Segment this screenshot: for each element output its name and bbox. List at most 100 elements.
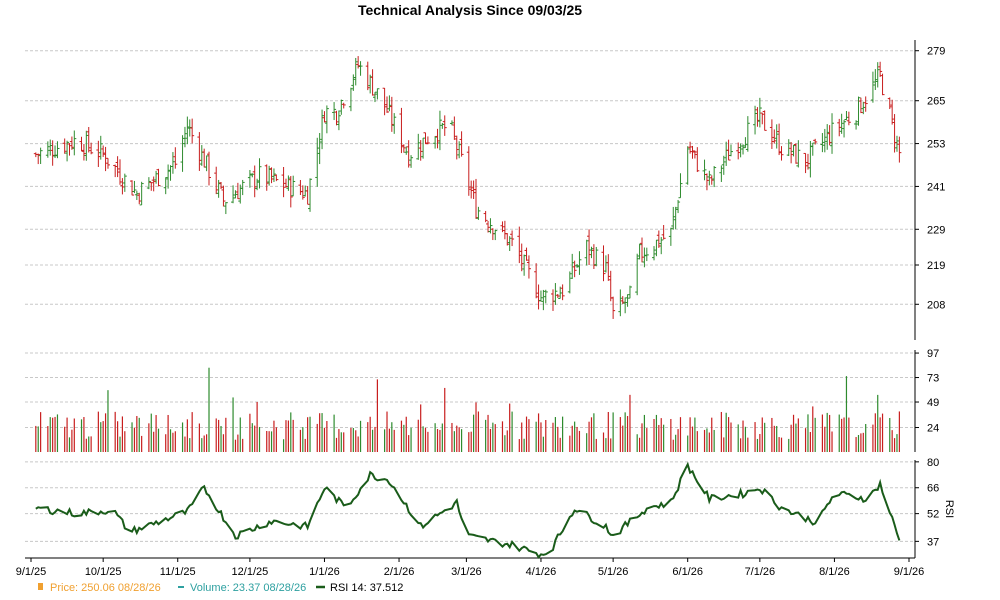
rsi-series-line (35, 461, 901, 559)
ohlc-bar (668, 227, 673, 246)
ohlc-bar (190, 118, 195, 144)
ohlc-bar (755, 107, 760, 127)
y-tick-label: 253 (927, 139, 945, 151)
x-tick-label: 9/1/25 (16, 566, 47, 578)
ohlc-bar (659, 237, 664, 255)
y-tick-label: 229 (927, 224, 945, 236)
ohlc-bar (96, 140, 101, 167)
ohlc-bar (151, 176, 156, 192)
ohlc-bar (601, 245, 606, 282)
ohlc-bar (627, 285, 632, 299)
ohlc-bar (317, 133, 322, 165)
ohlc-bar (606, 254, 611, 281)
x-tick-label: 11/1/25 (160, 566, 196, 578)
ohlc-bar (575, 263, 580, 268)
ohlc-bar (779, 146, 784, 161)
ohlc-bar (252, 165, 257, 198)
ohlc-bar (519, 243, 524, 272)
ohlc-bar (416, 133, 421, 160)
ohlc-bar (728, 144, 733, 157)
ohlc-bar (137, 192, 142, 205)
ohlc-bar (168, 165, 173, 181)
ohlc-bar (69, 136, 74, 150)
ohlc-bar (625, 294, 630, 307)
ohlc-bar (712, 166, 717, 188)
ohlc-bar (231, 185, 236, 204)
ohlc-bar (517, 226, 522, 264)
ohlc-bar (286, 175, 291, 191)
ohlc-bar (786, 139, 791, 156)
ohlc-bar (440, 122, 445, 129)
ohlc-bar (541, 289, 546, 311)
ohlc-bar (214, 166, 219, 195)
ohlc-bar (115, 156, 120, 178)
ohlc-bar (837, 118, 842, 137)
ohlc-bar (170, 152, 175, 174)
ohlc-bar (736, 142, 741, 160)
ohlc-bar (789, 142, 794, 164)
legend-label: Volume: 23.37 08/28/26 (190, 582, 306, 594)
ohlc-bar (810, 142, 815, 156)
ohlc-bar (803, 152, 808, 174)
ohlc-bar (118, 159, 123, 185)
ohlc-bar (406, 140, 411, 168)
ohlc-bar (507, 236, 512, 252)
ohlc-bar (844, 111, 849, 121)
ohlc-bar (288, 175, 293, 208)
legend-label: Price: 250.06 08/28/26 (50, 582, 161, 594)
ohlc-bar (486, 220, 491, 233)
ohlc-bar (652, 246, 657, 261)
ohlc-bar (298, 179, 303, 196)
ohlc-bar (358, 61, 363, 76)
y-tick-label: 80 (927, 457, 939, 469)
x-tick-label: 12/1/25 (232, 566, 269, 578)
ohlc-bar (584, 239, 589, 266)
ohlc-bar (449, 120, 454, 126)
ohlc-bar (567, 271, 572, 294)
ohlc-bar (334, 110, 339, 126)
ohlc-bar (692, 150, 697, 159)
rsi-axis-label: RSI (943, 500, 955, 518)
ohlc-bar (365, 61, 370, 91)
ohlc-bar (671, 206, 676, 230)
ohlc-bar (454, 135, 459, 160)
chart-title: Technical Analysis Since 09/03/25 (358, 2, 582, 18)
ohlc-bar (122, 173, 127, 192)
ohlc-bar (863, 96, 868, 112)
ohlc-bar (139, 181, 144, 206)
ohlc-bar (769, 119, 774, 149)
ohlc-bar (644, 247, 649, 262)
ohlc-bar (55, 141, 60, 159)
ohlc-bar (322, 111, 327, 123)
price-bars (33, 56, 902, 319)
ohlc-bar (753, 105, 758, 135)
ohlc-bar (822, 128, 827, 153)
x-tick-label: 4/1/26 (526, 566, 557, 578)
y-tick-label: 24 (927, 423, 939, 435)
x-tick-label: 2/1/26 (384, 566, 415, 578)
ohlc-bar (471, 180, 476, 200)
y-tick-label: 49 (927, 397, 939, 409)
ohlc-bar (149, 181, 154, 191)
ohlc-bar (423, 132, 428, 145)
ohlc-bar (370, 69, 375, 96)
ohlc-bar (846, 111, 851, 126)
ohlc-bar (305, 186, 310, 205)
y-tick-label: 208 (927, 299, 945, 311)
ohlc-bar (704, 173, 709, 191)
ohlc-bar (255, 178, 260, 191)
ohlc-bar (250, 173, 255, 178)
ohlc-bar (635, 253, 640, 296)
ohlc-bar (493, 229, 498, 241)
ohlc-bar (820, 132, 825, 153)
ohlc-bar (89, 142, 94, 155)
ohlc-bar (332, 102, 337, 121)
ohlc-bar (796, 140, 801, 168)
ohlc-bar (637, 243, 642, 260)
grid-lines (25, 50, 915, 542)
ohlc-bar (120, 178, 125, 195)
ohlc-bar (320, 109, 325, 150)
ohlc-bar (199, 145, 204, 166)
ohlc-bar (550, 289, 555, 311)
x-tick-label: 6/1/26 (672, 566, 703, 578)
